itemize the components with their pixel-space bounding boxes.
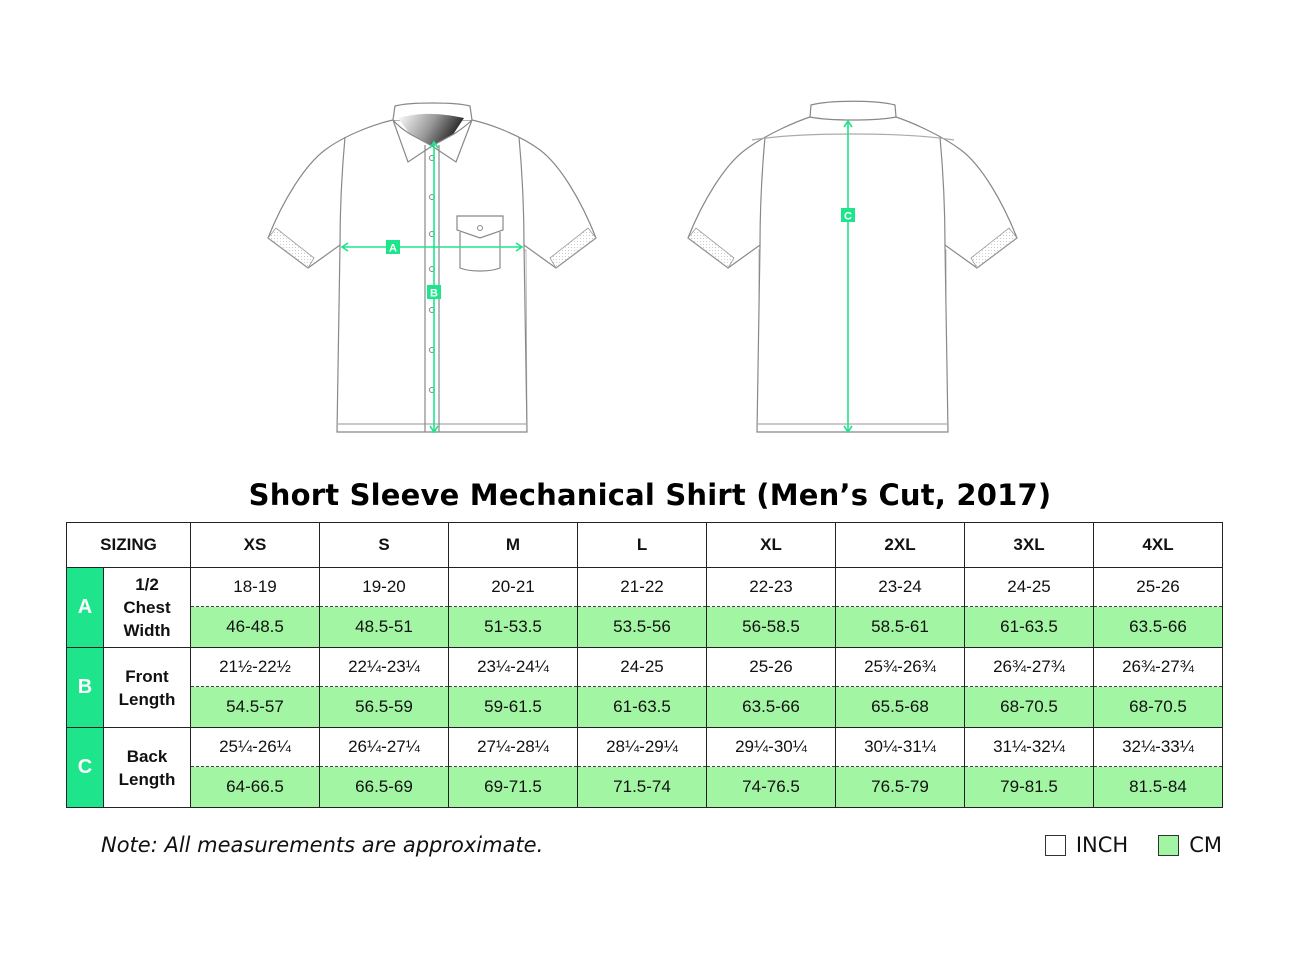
legend-swatch-cm: [1158, 834, 1180, 856]
inch-value: 18-19: [190, 567, 321, 607]
cm-value: 53.5-56: [577, 606, 708, 648]
inch-value: 24-25: [577, 647, 708, 687]
marker-c-label: C: [844, 211, 852, 223]
legend-swatch-inch: [1044, 834, 1066, 856]
cm-value: 59-61.5: [448, 686, 579, 728]
size-header: XS: [190, 522, 321, 568]
cm-value: 74-76.5: [706, 766, 837, 808]
size-header: XL: [706, 522, 837, 568]
measurement-letter: B: [66, 647, 104, 728]
measurement-a: A: [340, 240, 524, 255]
inch-value: 26¾-27¾: [1093, 647, 1224, 687]
size-header: S: [319, 522, 450, 568]
measurement-label: 1/2 Chest Width: [102, 567, 192, 648]
inch-value: 25-26: [706, 647, 837, 687]
cm-value: 68-70.5: [964, 686, 1095, 728]
measurement-row-inch: A 1/2 Chest Width 18-19 19-20 20-21 21-2…: [66, 567, 1224, 648]
size-header: L: [577, 522, 708, 568]
measurement-label: Front Length: [102, 647, 192, 728]
cm-value: 58.5-61: [835, 606, 966, 648]
cm-value: 79-81.5: [964, 766, 1095, 808]
cm-value: 81.5-84: [1093, 766, 1224, 808]
legend-label-cm: CM: [1189, 833, 1222, 857]
measurement-letter: C: [66, 727, 104, 808]
measurement-label-line: Width: [123, 621, 171, 640]
measurement-label-line: Front: [125, 666, 169, 686]
size-header: 3XL: [964, 522, 1095, 568]
inch-value: 27¼-28¼: [448, 727, 579, 767]
inch-value: 25¾-26¾: [835, 647, 966, 687]
inch-value: 28¼-29¼: [577, 727, 708, 767]
inch-value: 21½-22½: [190, 647, 321, 687]
inch-value: 25¼-26¼: [190, 727, 321, 767]
legend-item-cm: CM: [1158, 833, 1222, 857]
measurement-label-line: Chest: [123, 598, 171, 617]
cm-value: 64-66.5: [190, 766, 321, 808]
inch-value: 26¼-27¼: [319, 727, 450, 767]
cm-value: 63.5-66: [1093, 606, 1224, 648]
inch-value: 20-21: [448, 567, 579, 607]
cm-value: 76.5-79: [835, 766, 966, 808]
measurement-label-line: Length: [118, 769, 176, 789]
inch-value: 31¼-32¼: [964, 727, 1095, 767]
marker-b-label: B: [430, 288, 438, 300]
size-header-row: SIZING XS S M L XL 2XL 3XL 4XL: [65, 522, 1224, 568]
legend-item-inch: INCH: [1044, 833, 1129, 857]
front-shirt: [267, 102, 597, 433]
cm-value: 54.5-57: [190, 686, 321, 728]
measurement-row-cm: 46-48.5 48.5-51 51-53.5 53.5-56 56-58.5 …: [67, 606, 1224, 648]
measurement-c: C: [841, 119, 855, 434]
measurement-label-line: Length: [118, 689, 176, 709]
inch-value: 19-20: [319, 567, 450, 607]
measurement-label-line: Back: [126, 746, 168, 766]
size-header: M: [448, 522, 579, 568]
measurement-row-inch: B Front Length 21½-22½ 22¼-23¼ 23¼-24¼ 2…: [66, 647, 1224, 728]
measurement-row-cm: 54.5-57 56.5-59 59-61.5 61-63.5 63.5-66 …: [67, 686, 1224, 728]
back-shirt: [687, 100, 1018, 433]
measurement-label-line: 1/2: [135, 575, 159, 594]
legend-label-inch: INCH: [1075, 833, 1129, 857]
inch-value: 29¼-30¼: [706, 727, 837, 767]
measurement-note: Note: All measurements are approximate.: [101, 833, 544, 857]
inch-value: 24-25: [964, 567, 1095, 607]
cm-value: 56.5-59: [319, 686, 450, 728]
cm-value: 48.5-51: [319, 606, 450, 648]
cm-value: 46-48.5: [190, 606, 321, 648]
chart-title: Short Sleeve Mechanical Shirt (Men’s Cut…: [248, 478, 1052, 512]
cm-value: 56-58.5: [706, 606, 837, 648]
cm-value: 63.5-66: [706, 686, 837, 728]
inch-value: 25-26: [1093, 567, 1224, 607]
inch-value: 23¼-24¼: [448, 647, 579, 687]
marker-a-label: A: [389, 243, 397, 255]
cm-value: 66.5-69: [319, 766, 450, 808]
cm-value: 71.5-74: [577, 766, 708, 808]
inch-value: 21-22: [577, 567, 708, 607]
size-header: 4XL: [1093, 522, 1224, 568]
measurement-letter: A: [66, 567, 104, 648]
measurement-b: B: [427, 140, 441, 434]
cm-value: 61-63.5: [964, 606, 1095, 648]
inch-value: 26¾-27¾: [964, 647, 1095, 687]
inch-value: 30¼-31¼: [835, 727, 966, 767]
size-header: 2XL: [835, 522, 966, 568]
cm-value: 68-70.5: [1093, 686, 1224, 728]
shirt-illustration: A B C: [267, 100, 1018, 434]
cm-value: 51-53.5: [448, 606, 579, 648]
measurement-row-inch: C Back Length 25¼-26¼ 26¼-27¼ 27¼-28¼ 28…: [66, 727, 1224, 808]
sizing-header: SIZING: [65, 522, 192, 568]
cm-value: 69-71.5: [448, 766, 579, 808]
cm-value: 61-63.5: [577, 686, 708, 728]
inch-value: 23-24: [835, 567, 966, 607]
measurement-label: Back Length: [102, 727, 192, 808]
inch-value: 32¼-33¼: [1093, 727, 1224, 767]
unit-legend: INCH CM: [1015, 833, 1222, 857]
size-table: SIZING XS S M L XL 2XL 3XL 4XL A 1/2 Che…: [65, 522, 1224, 808]
inch-value: 22-23: [706, 567, 837, 607]
cm-value: 65.5-68: [835, 686, 966, 728]
inch-value: 22¼-23¼: [319, 647, 450, 687]
measurement-row-cm: 64-66.5 66.5-69 69-71.5 71.5-74 74-76.5 …: [67, 766, 1224, 808]
